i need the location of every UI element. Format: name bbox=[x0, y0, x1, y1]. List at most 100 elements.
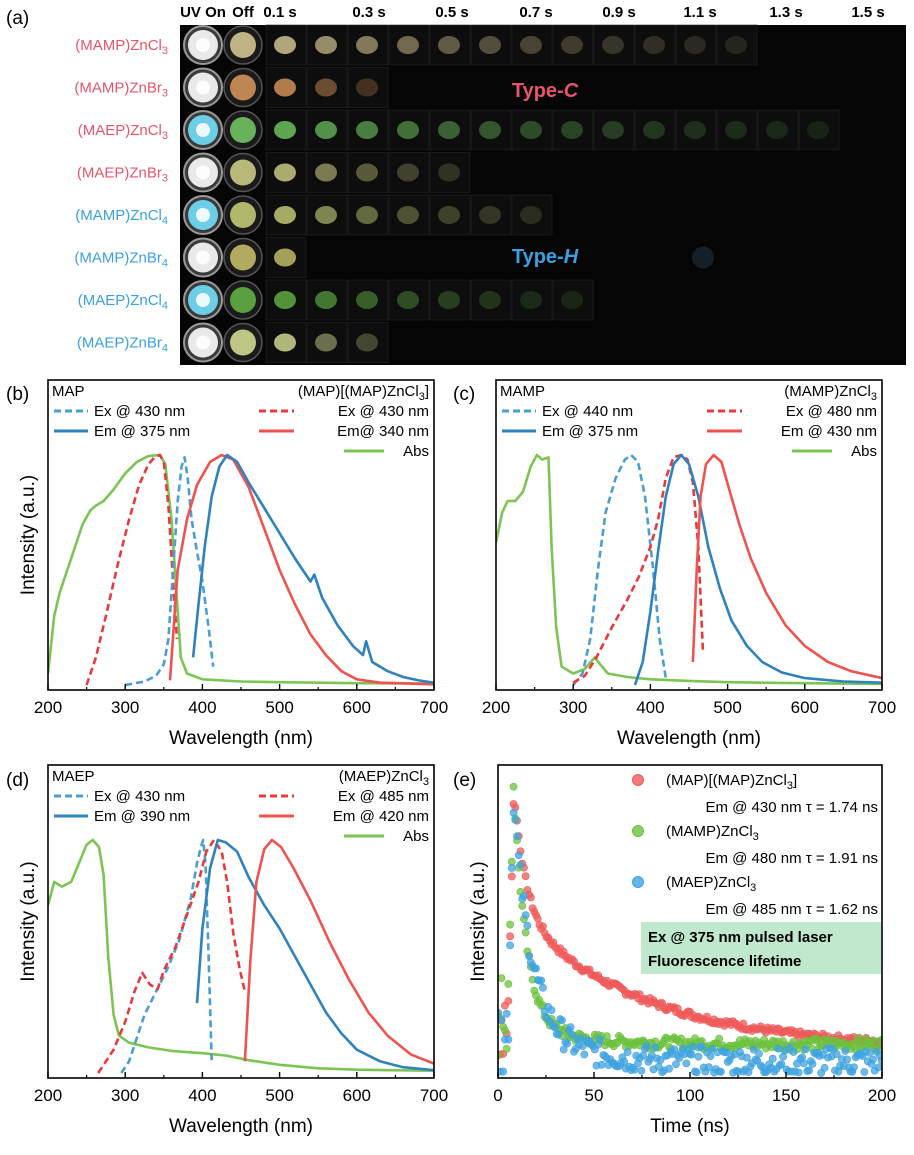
data-point bbox=[498, 1016, 506, 1025]
column-header: 1.5 s bbox=[851, 4, 884, 21]
afterglow-frame bbox=[315, 163, 337, 182]
afterglow-frame bbox=[684, 121, 706, 139]
legend-entry: Em @ 375 nm bbox=[94, 423, 190, 440]
data-point bbox=[502, 1045, 511, 1053]
data-point bbox=[523, 921, 532, 930]
afterglow-frame bbox=[274, 78, 296, 97]
afterglow-frame bbox=[274, 163, 296, 182]
data-point bbox=[672, 1060, 680, 1069]
data-point bbox=[504, 980, 513, 988]
data-point bbox=[509, 808, 518, 817]
uv-on-core bbox=[196, 208, 210, 222]
legend-entry: (MAP)[(MAP)ZnCl3] bbox=[666, 772, 797, 792]
data-point bbox=[694, 1052, 703, 1061]
frame-box bbox=[347, 152, 389, 193]
legend-group-right: (MAMP)ZnCl3 bbox=[784, 383, 877, 403]
panel-label: (c) bbox=[453, 384, 475, 405]
faint-frame bbox=[692, 246, 714, 269]
row-label: (MAMP)ZnBr4 bbox=[74, 250, 168, 270]
data-point bbox=[843, 1055, 851, 1064]
data-point bbox=[656, 1056, 665, 1064]
data-point bbox=[860, 1068, 869, 1076]
data-point bbox=[850, 1063, 858, 1072]
data-point bbox=[687, 1050, 696, 1059]
row-label: (MAMP)ZnBr3 bbox=[74, 80, 168, 100]
data-point bbox=[689, 1042, 698, 1051]
off-glow bbox=[230, 202, 256, 228]
data-point bbox=[559, 1045, 568, 1054]
afterglow-frame bbox=[643, 36, 665, 54]
afterglow-frame bbox=[602, 121, 624, 139]
frame-box bbox=[388, 279, 430, 321]
series-line bbox=[168, 453, 434, 686]
series-line bbox=[97, 838, 247, 1074]
data-point bbox=[715, 1034, 724, 1043]
data-point bbox=[768, 1054, 777, 1063]
frame-box bbox=[429, 109, 471, 151]
panel-d: (d) 200 300 400 500 600 700 Wavelength (nm) Inte… bbox=[6, 764, 448, 1137]
afterglow-frame bbox=[725, 36, 747, 54]
data-point bbox=[580, 1050, 589, 1059]
type-c-label: Type-C bbox=[512, 80, 579, 102]
x-tick-label: 300 bbox=[111, 1086, 139, 1105]
frame-box bbox=[757, 109, 799, 151]
frame-box bbox=[429, 24, 471, 66]
afterglow-frame bbox=[274, 333, 296, 352]
data-point bbox=[789, 1048, 798, 1056]
afterglow-frame bbox=[397, 163, 419, 182]
uv-on-core bbox=[196, 123, 210, 137]
series-line bbox=[85, 453, 179, 686]
frame-box bbox=[511, 194, 553, 236]
frame-box bbox=[388, 24, 430, 66]
legend-detail: Em @ 430 nm τ = 1.74 ns bbox=[706, 799, 879, 816]
data-point bbox=[513, 832, 521, 841]
frame-box bbox=[675, 24, 717, 66]
column-header: 1.1 s bbox=[683, 4, 716, 21]
row-label: (MAEP)ZnBr4 bbox=[77, 335, 168, 355]
afterglow-frame bbox=[520, 291, 542, 309]
x-tick-label: 700 bbox=[420, 1086, 448, 1105]
x-tick-label: 50 bbox=[585, 1086, 604, 1105]
data-point bbox=[506, 920, 514, 929]
data-point bbox=[717, 1068, 725, 1076]
data-point bbox=[537, 976, 546, 985]
data-point bbox=[499, 1067, 508, 1076]
afterglow-frame bbox=[725, 121, 747, 139]
afterglow-frame bbox=[356, 36, 378, 54]
frame-box bbox=[716, 24, 758, 66]
column-header: 1.3 s bbox=[769, 4, 802, 21]
data-point bbox=[777, 1060, 786, 1068]
afterglow-frame bbox=[315, 333, 337, 352]
data-point bbox=[869, 1055, 877, 1064]
afterglow-frame bbox=[438, 163, 460, 182]
data-point bbox=[706, 1052, 715, 1060]
x-tick-label: 0 bbox=[493, 1086, 502, 1105]
series-line bbox=[243, 838, 434, 1065]
column-header: UV On bbox=[180, 4, 226, 21]
uv-on-core bbox=[196, 80, 210, 95]
panel-label: (e) bbox=[453, 770, 476, 791]
x-tick-label: 200 bbox=[868, 1086, 896, 1105]
afterglow-frame bbox=[315, 291, 337, 309]
series-group bbox=[498, 782, 882, 1077]
panel-a: (a) UV On Off 0.1 s 0.3 s 0.5 s 0.7 s 0.9 s 1.1 … bbox=[6, 4, 906, 365]
data-point bbox=[504, 1035, 513, 1044]
data-point bbox=[547, 1006, 556, 1015]
afterglow-frame bbox=[561, 36, 583, 54]
data-point bbox=[521, 872, 530, 881]
afterglow-frame bbox=[438, 291, 460, 309]
data-point bbox=[749, 1045, 758, 1054]
data-point bbox=[502, 1009, 511, 1018]
panel-label: (d) bbox=[6, 770, 29, 791]
afterglow-frame bbox=[274, 206, 296, 224]
data-point bbox=[518, 901, 527, 910]
frame-box bbox=[593, 24, 635, 66]
y-axis-label: Intensity (a.u.) bbox=[18, 475, 39, 595]
frame-box bbox=[470, 279, 512, 321]
legend-group-left: MAEP bbox=[52, 768, 95, 785]
afterglow-frame bbox=[274, 121, 296, 139]
series-line bbox=[572, 453, 668, 686]
data-point bbox=[554, 1030, 563, 1039]
legend-entry: Abs bbox=[403, 828, 429, 845]
